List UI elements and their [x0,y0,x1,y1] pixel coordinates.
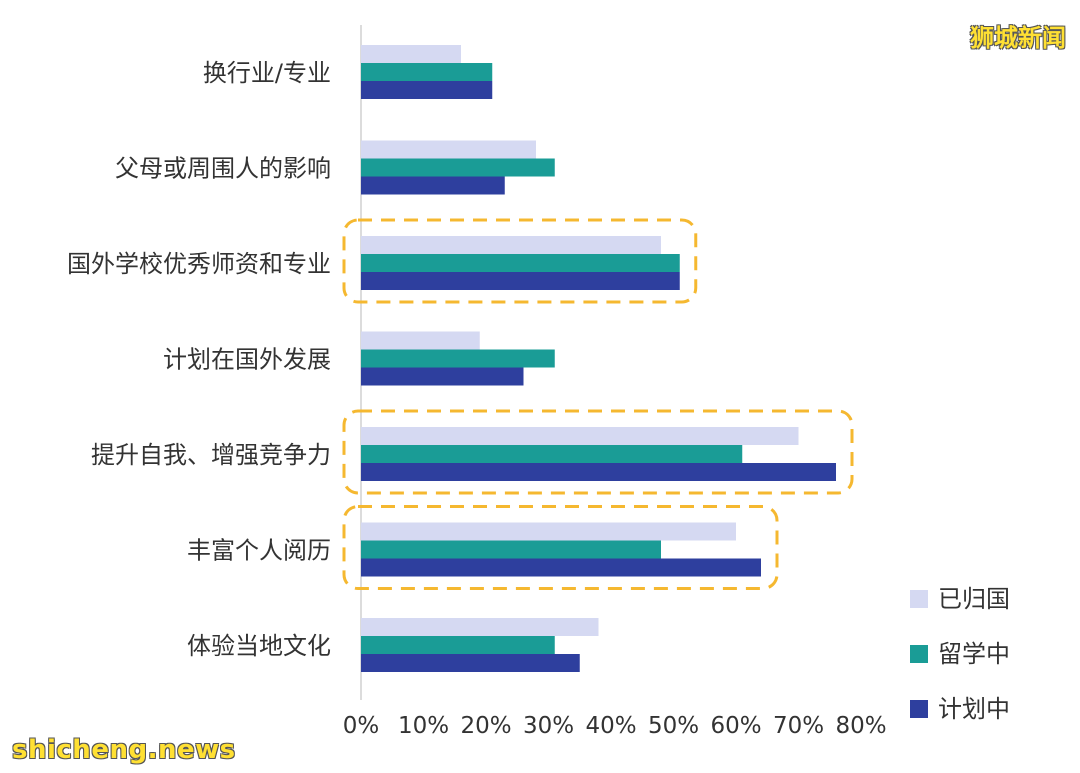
x-tick-label: 60% [710,713,761,739]
bar-5-series-3 [361,463,836,481]
bar-5-series-2 [361,445,743,463]
bar-3-series-1 [361,236,661,254]
x-tick-label: 50% [648,713,699,739]
legend-swatch [910,590,928,608]
x-tick-label: 0% [343,713,380,739]
category-label: 父母或周围人的影响 [115,155,331,183]
bar-4-series-3 [361,367,524,386]
watermark-top: 狮城新闻 [970,24,1066,52]
bar-6-series-1 [361,522,736,541]
bar-1-series-3 [361,81,493,99]
x-tick-label: 30% [523,713,574,739]
bar-2-series-1 [361,140,536,159]
bar-3-series-2 [361,254,680,272]
category-label: 国外学校优秀师资和专业 [67,250,331,278]
watermark-bottom: shicheng.news [12,735,236,765]
x-tick-label: 80% [835,713,886,739]
legend-label: 计划中 [938,695,1010,723]
bar-5-series-1 [361,427,799,445]
bar-2-series-3 [361,176,505,195]
highlight-box [342,218,698,304]
legend-swatch [910,645,928,663]
x-tick-label: 20% [460,713,511,739]
highlight-box [342,505,779,590]
bar-2-series-2 [361,158,555,177]
highlight-box [342,409,854,495]
legend-label: 已归国 [938,585,1010,613]
x-tick-label: 10% [398,713,449,739]
category-label: 丰富个人阅历 [187,537,331,565]
bar-1-series-2 [361,63,493,81]
bar-7-series-2 [361,636,555,654]
bar-7-series-1 [361,618,599,636]
category-label: 提升自我、增强竞争力 [91,441,331,469]
bar-4-series-1 [361,331,480,350]
bar-1-series-1 [361,45,461,63]
legend-label: 留学中 [938,640,1010,668]
bar-4-series-2 [361,349,555,368]
category-label: 换行业/专业 [203,59,331,87]
x-tick-label: 70% [773,713,824,739]
x-tick-label: 40% [585,713,636,739]
category-label: 计划在国外发展 [163,346,331,374]
bar-7-series-3 [361,654,580,672]
bar-6-series-2 [361,540,661,559]
legend-swatch [910,700,928,718]
bar-3-series-3 [361,272,680,290]
category-label: 体验当地文化 [187,632,331,660]
bar-6-series-3 [361,558,761,577]
